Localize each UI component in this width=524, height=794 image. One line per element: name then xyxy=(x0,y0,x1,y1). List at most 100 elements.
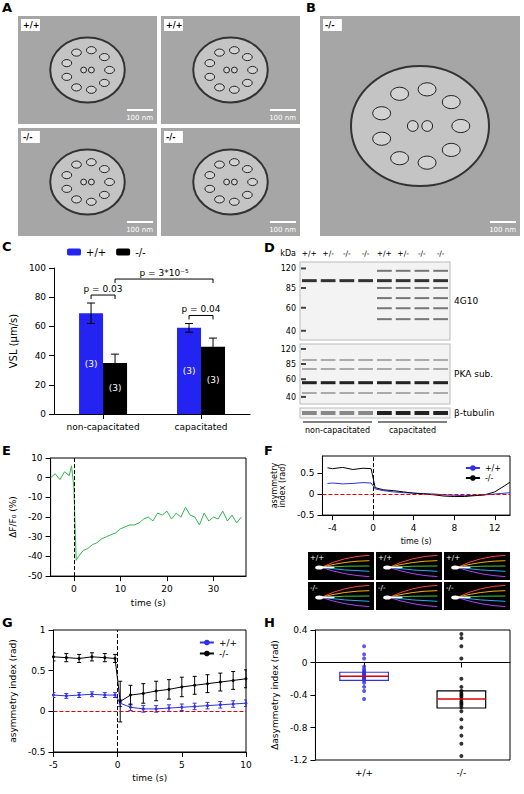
svg-text:-/-: -/- xyxy=(23,133,33,142)
svg-text:-5: -5 xyxy=(49,760,58,770)
svg-text:+/-: +/- xyxy=(322,249,334,258)
svg-text:time (s): time (s) xyxy=(132,773,167,783)
svg-text:40: 40 xyxy=(286,327,296,336)
svg-text:G: G xyxy=(2,615,13,630)
svg-text:-20: -20 xyxy=(28,512,43,522)
svg-text:12: 12 xyxy=(489,523,500,533)
svg-text:0: 0 xyxy=(302,658,308,668)
svg-text:80: 80 xyxy=(35,292,47,302)
svg-text:120: 120 xyxy=(281,264,296,273)
svg-text:8: 8 xyxy=(451,523,457,533)
svg-text:-0.4: -0.4 xyxy=(290,690,308,700)
svg-text:capacitated: capacitated xyxy=(389,426,436,435)
svg-text:-/-: -/- xyxy=(362,249,370,258)
svg-text:Δasymmetry index (rad): Δasymmetry index (rad) xyxy=(270,640,280,750)
svg-text:20: 20 xyxy=(35,380,47,390)
svg-text:-10: -10 xyxy=(28,492,43,502)
svg-text:VSL (μm/s): VSL (μm/s) xyxy=(8,314,19,369)
svg-text:0: 0 xyxy=(37,473,43,483)
svg-text:85: 85 xyxy=(286,284,296,293)
svg-text:-/-: -/- xyxy=(418,249,426,258)
svg-text:-4: -4 xyxy=(328,523,337,533)
svg-text:-0.5: -0.5 xyxy=(28,747,46,757)
svg-text:30: 30 xyxy=(208,584,220,594)
svg-text:+/+: +/+ xyxy=(166,21,182,30)
svg-text:index (rad): index (rad) xyxy=(278,464,287,508)
svg-text:B: B xyxy=(306,0,316,15)
svg-text:(3): (3) xyxy=(207,375,220,385)
svg-text:time (s): time (s) xyxy=(131,598,166,608)
svg-text:(3): (3) xyxy=(85,359,98,369)
svg-text:+/+: +/+ xyxy=(485,464,501,473)
svg-text:85: 85 xyxy=(286,360,296,369)
svg-text:+/+: +/+ xyxy=(23,21,39,30)
svg-text:0: 0 xyxy=(40,706,46,716)
svg-text:C: C xyxy=(2,239,12,254)
svg-text:-50: -50 xyxy=(28,571,43,581)
svg-text:-/-: -/- xyxy=(310,584,318,592)
svg-text:p = 3*10⁻⁵: p = 3*10⁻⁵ xyxy=(140,268,189,278)
svg-text:-/-: -/- xyxy=(343,249,351,258)
svg-text:p = 0.03: p = 0.03 xyxy=(84,284,123,294)
svg-text:10: 10 xyxy=(240,760,252,770)
svg-text:4G10: 4G10 xyxy=(454,296,478,306)
svg-text:-/-: -/- xyxy=(135,247,146,258)
svg-text:0: 0 xyxy=(309,489,315,499)
svg-text:10: 10 xyxy=(115,584,127,594)
svg-text:D: D xyxy=(264,240,275,255)
svg-text:F: F xyxy=(264,443,273,458)
svg-text:capacitated: capacitated xyxy=(175,422,228,432)
svg-text:-/-: -/- xyxy=(378,584,386,592)
svg-text:1: 1 xyxy=(40,625,46,635)
svg-text:100 nm: 100 nm xyxy=(489,226,516,234)
svg-text:+/-: +/- xyxy=(397,249,409,258)
svg-text:100 nm: 100 nm xyxy=(126,226,153,234)
svg-text:+/+: +/+ xyxy=(219,638,237,648)
svg-text:+/+: +/+ xyxy=(302,249,317,258)
svg-text:60: 60 xyxy=(286,375,296,384)
svg-text:(3): (3) xyxy=(109,383,122,393)
svg-text:5: 5 xyxy=(179,760,185,770)
svg-text:-/-: -/- xyxy=(166,133,176,142)
svg-text:0: 0 xyxy=(71,584,77,594)
svg-text:PKA sub.: PKA sub. xyxy=(454,369,493,379)
svg-text:-0.5: -0.5 xyxy=(297,510,315,520)
svg-text:0: 0 xyxy=(40,409,46,419)
svg-text:-1.2: -1.2 xyxy=(290,755,308,765)
svg-text:40: 40 xyxy=(35,351,47,361)
svg-text:time (s): time (s) xyxy=(401,537,432,546)
svg-text:-/-: -/- xyxy=(446,584,454,592)
svg-text:H: H xyxy=(264,615,275,630)
svg-text:(3): (3) xyxy=(183,366,196,376)
svg-text:+/+: +/+ xyxy=(86,247,106,258)
svg-text:10: 10 xyxy=(31,453,43,463)
svg-text:100 nm: 100 nm xyxy=(269,114,296,122)
svg-text:+/+: +/+ xyxy=(310,554,324,562)
svg-text:0.5: 0.5 xyxy=(300,468,314,478)
svg-text:120: 120 xyxy=(281,345,296,354)
svg-text:100 nm: 100 nm xyxy=(126,114,153,122)
svg-text:-0.8: -0.8 xyxy=(290,723,308,733)
svg-text:4: 4 xyxy=(411,523,417,533)
svg-text:A: A xyxy=(2,0,12,15)
svg-text:kDa: kDa xyxy=(280,249,296,258)
svg-text:-/-: -/- xyxy=(485,474,494,483)
svg-text:-/-: -/- xyxy=(219,649,229,659)
svg-text:+/+: +/+ xyxy=(377,249,392,258)
svg-text:-/-: -/- xyxy=(437,249,445,258)
svg-text:non-capacitated: non-capacitated xyxy=(66,422,139,432)
svg-text:0: 0 xyxy=(115,760,121,770)
svg-text:100: 100 xyxy=(29,263,46,273)
svg-text:+/+: +/+ xyxy=(378,554,392,562)
svg-text:p = 0.04: p = 0.04 xyxy=(182,304,221,314)
svg-text:β-tubulin: β-tubulin xyxy=(454,408,494,418)
svg-text:ΔF/F₀ (%): ΔF/F₀ (%) xyxy=(8,496,18,538)
svg-text:non-capacitated: non-capacitated xyxy=(305,426,370,435)
svg-text:-/-: -/- xyxy=(457,768,467,778)
svg-text:+/+: +/+ xyxy=(446,554,460,562)
svg-text:40: 40 xyxy=(286,393,296,402)
svg-text:-40: -40 xyxy=(28,551,43,561)
svg-text:+/+: +/+ xyxy=(355,768,373,778)
svg-text:0.5: 0.5 xyxy=(31,666,45,676)
svg-text:60: 60 xyxy=(35,321,47,331)
